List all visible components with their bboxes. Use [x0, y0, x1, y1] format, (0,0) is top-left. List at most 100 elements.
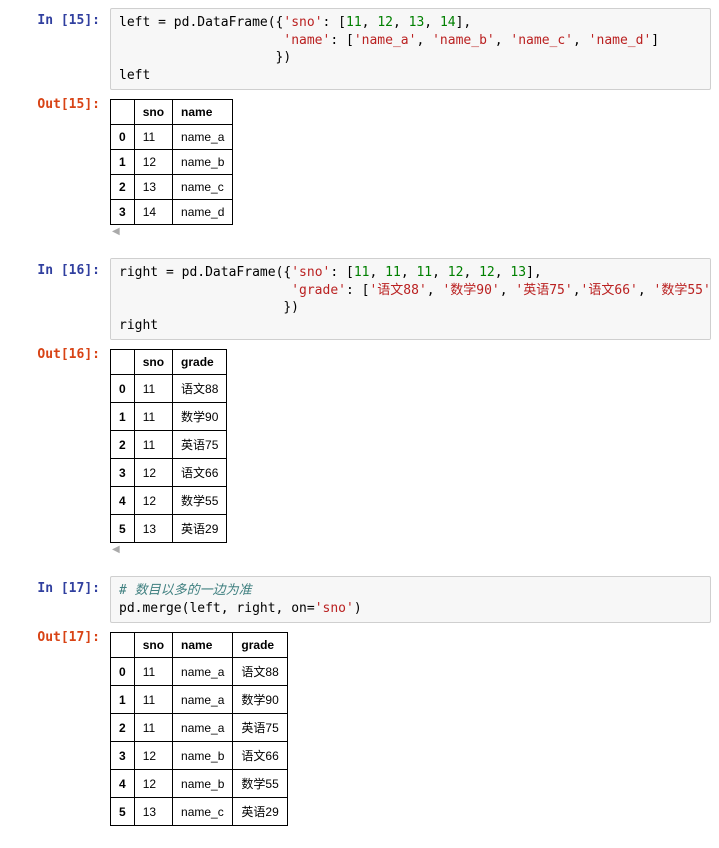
row-index: 0	[111, 658, 135, 686]
row-index: 4	[111, 770, 135, 798]
table-row: 513name_c英语29	[111, 798, 288, 826]
row-index: 1	[111, 403, 135, 431]
table-header: sno	[134, 100, 172, 125]
table-cell: 语文88	[233, 658, 287, 686]
table-cell: 11	[134, 658, 172, 686]
code-token: DataFrame	[197, 15, 267, 30]
code-token: : [	[330, 265, 353, 280]
code-token: 12	[448, 265, 464, 280]
table-header: name	[173, 633, 233, 658]
table-row: 011name_a	[111, 125, 233, 150]
code-token: 11	[416, 265, 432, 280]
table-cell: 数学90	[233, 686, 287, 714]
code-token: ,	[393, 15, 409, 30]
output-cell: Out[16]:snograde011语文88111数学90211英语75312…	[8, 342, 711, 560]
code-token: ,	[401, 265, 417, 280]
code-token: # 数目以多的一边为准	[119, 583, 252, 598]
table-header	[111, 350, 135, 375]
code-token: 11	[385, 265, 401, 280]
row-index: 1	[111, 150, 135, 175]
table-header: sno	[134, 633, 172, 658]
table-cell: 11	[134, 431, 172, 459]
row-index: 3	[111, 742, 135, 770]
table-cell: name_a	[173, 686, 233, 714]
table-header: name	[173, 100, 233, 125]
code-token: =	[158, 15, 166, 30]
table-cell: name_a	[173, 125, 233, 150]
code-token: ,	[495, 33, 511, 48]
table-cell: 12	[134, 487, 172, 515]
code-input[interactable]: left = pd.DataFrame({'sno': [11, 12, 13,…	[110, 8, 711, 90]
output-cell: Out[17]:snonamegrade011name_a语文88111name…	[8, 625, 711, 833]
table-header: sno	[134, 350, 172, 375]
in-prompt: In [15]:	[8, 8, 110, 90]
table-cell: 数学55	[173, 487, 227, 515]
table-cell: 语文66	[233, 742, 287, 770]
code-token: .	[197, 265, 205, 280]
table-row: 312name_b语文66	[111, 742, 288, 770]
code-token: merge	[142, 601, 181, 616]
table-cell: 英语29	[173, 515, 227, 543]
code-token: ,	[362, 15, 378, 30]
table-row: 111name_a数学90	[111, 686, 288, 714]
code-token: 'name'	[283, 33, 330, 48]
code-token: '语文66'	[581, 283, 638, 298]
code-token: ,	[463, 265, 479, 280]
code-token: 11	[346, 15, 362, 30]
code-token: DataFrame	[205, 265, 275, 280]
table-cell: 13	[134, 515, 172, 543]
table-cell: 12	[134, 770, 172, 798]
row-index: 0	[111, 375, 135, 403]
table-cell: 英语75	[233, 714, 287, 742]
table-cell: 语文66	[173, 459, 227, 487]
code-token: =	[166, 265, 174, 280]
code-token: ,	[427, 283, 443, 298]
code-token: ,	[500, 283, 516, 298]
row-index: 2	[111, 714, 135, 742]
code-token: ,	[432, 265, 448, 280]
table-row: 011语文88	[111, 375, 227, 403]
table-header: grade	[173, 350, 227, 375]
code-token: '语文88'	[369, 283, 426, 298]
code-input[interactable]: # 数目以多的一边为准 pd.merge(left, right, on='sn…	[110, 576, 711, 623]
code-token: ,	[370, 265, 386, 280]
input-cell: In [15]:left = pd.DataFrame({'sno': [11,…	[8, 8, 711, 90]
in-prompt: In [17]:	[8, 576, 110, 623]
table-cell: 数学90	[173, 403, 227, 431]
dataframe-table: snonamegrade011name_a语文88111name_a数学9021…	[110, 632, 288, 826]
row-index: 2	[111, 431, 135, 459]
code-token: (left, right, on	[182, 601, 307, 616]
dataframe-table: snoname011name_a112name_b213name_c314nam…	[110, 99, 233, 225]
code-token: : [	[330, 33, 353, 48]
table-header	[111, 100, 135, 125]
code-token: 14	[440, 15, 456, 30]
in-prompt: In [16]:	[8, 258, 110, 340]
row-index: 5	[111, 798, 135, 826]
code-token: 12	[479, 265, 495, 280]
code-token: pd	[166, 15, 189, 30]
table-row: 211name_a英语75	[111, 714, 288, 742]
row-index: 5	[111, 515, 135, 543]
row-index: 4	[111, 487, 135, 515]
code-input[interactable]: right = pd.DataFrame({'sno': [11, 11, 11…	[110, 258, 711, 340]
code-token: 'grade'	[291, 283, 346, 298]
table-cell: 11	[134, 686, 172, 714]
out-prompt: Out[15]:	[8, 92, 110, 242]
code-token: 13	[510, 265, 526, 280]
code-token: ({	[276, 265, 292, 280]
row-index: 3	[111, 200, 135, 225]
table-cell: 英语75	[173, 431, 227, 459]
table-row: 312语文66	[111, 459, 227, 487]
table-row: 314name_d	[111, 200, 233, 225]
code-token: left	[119, 15, 158, 30]
code-token: right	[119, 265, 166, 280]
row-index: 0	[111, 125, 135, 150]
table-row: 213name_c	[111, 175, 233, 200]
code-token: 'name_d'	[589, 33, 652, 48]
code-token: 'name_a'	[354, 33, 417, 48]
input-cell: In [16]:right = pd.DataFrame({'sno': [11…	[8, 258, 711, 340]
row-index: 1	[111, 686, 135, 714]
code-token: 13	[409, 15, 425, 30]
code-token: '数学55'	[654, 283, 711, 298]
scroll-hint-icon: ◀	[110, 227, 711, 237]
